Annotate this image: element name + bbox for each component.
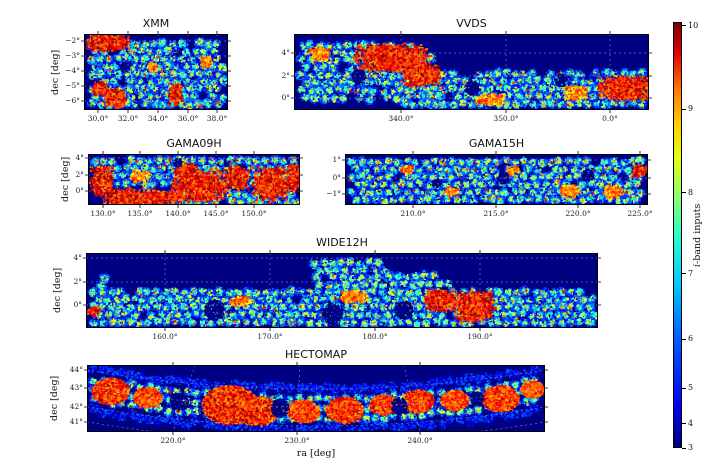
x-tick-label: 140.0° xyxy=(165,209,191,218)
colorbar-tick-label: 7 xyxy=(688,268,694,278)
panel-gama15h: GAMA15H 210.0° 215.0° 220.0° 225.0° 1° 0° −1° xyxy=(326,137,653,218)
colorbar-tick-label: 8 xyxy=(688,187,694,197)
y-tick-label: −1° xyxy=(326,189,341,198)
x-tick-label: 230.0° xyxy=(284,436,310,445)
panel-title-gama15h: GAMA15H xyxy=(468,137,525,150)
x-tick-label: 240.0° xyxy=(407,436,433,445)
y-tick-label: 4° xyxy=(73,253,82,262)
x-tick-label: 135.0° xyxy=(127,209,153,218)
colorbar-label-rest: -band inputs xyxy=(692,203,703,264)
panel-title-xmm: XMM xyxy=(142,17,170,30)
colorbar-tick-label: 5 xyxy=(688,383,694,393)
panel-hectomap: HECTOMAP 220.0° 230.0° 240.0° 44° 43° 42° 41° de… xyxy=(49,348,550,445)
y-tick-label: 42° xyxy=(69,402,83,411)
sky-map-canvas-gama15h xyxy=(340,149,653,210)
colorbar-axis-label: i-band inputs xyxy=(692,22,706,448)
colorbar-tick-label: 3 xyxy=(688,443,694,453)
y-tick-label: 44° xyxy=(69,365,83,374)
panel-vvds: VVDS 340.0° 350.0° 0.0° 4° 2° 0° xyxy=(281,17,654,123)
colorbar-tick xyxy=(682,448,686,449)
colorbar: 10 9 8 7 6 5 4 3 xyxy=(673,21,698,452)
y-tick-label: 2° xyxy=(73,277,82,286)
x-tick-label: 170.0° xyxy=(257,332,283,341)
x-tick-label: 180.0° xyxy=(362,332,388,341)
colorbar-tick xyxy=(682,339,686,340)
sky-map-canvas-xmm xyxy=(79,29,233,115)
y-tick-label: 4° xyxy=(75,153,84,162)
x-tick-label: 32.0° xyxy=(117,114,139,123)
y-tick-label: −2° xyxy=(65,36,80,45)
y-tick-label: −3° xyxy=(65,51,80,60)
y-tick-label: 1° xyxy=(332,155,341,164)
colorbar-tick xyxy=(682,109,686,110)
x-tick-label: 36.0° xyxy=(177,114,199,123)
x-tick-label: 210.0° xyxy=(400,209,426,218)
y-tick-label: 0° xyxy=(332,173,341,182)
panel-title-gama09h: GAMA09H xyxy=(166,137,222,150)
x-tick-label: 225.0° xyxy=(627,209,653,218)
x-tick-label: 150.0° xyxy=(241,209,267,218)
y-tick-label: −4° xyxy=(65,66,80,75)
colorbar-tick-label: 10 xyxy=(688,20,699,30)
colorbar-tick xyxy=(682,423,686,424)
y-tick-label: −6° xyxy=(65,96,80,105)
x-tick-label: 38.0° xyxy=(206,114,228,123)
panel-title-hectomap: HECTOMAP xyxy=(285,348,347,361)
colorbar-tick xyxy=(682,273,686,274)
x-tick-label: 340.0° xyxy=(388,114,414,123)
panel-title-vvds: VVDS xyxy=(456,17,487,30)
sky-map-canvas-wide12h xyxy=(81,248,603,333)
x-tick-label: 190.0° xyxy=(467,332,493,341)
panel-gama09h: GAMA09H 130.0° 135.0° 140.0° 145.0° 150.0° 4° 2… xyxy=(60,137,305,218)
x-tick-label: 220.0° xyxy=(160,436,186,445)
x-tick-label: 130.0° xyxy=(90,209,116,218)
colorbar-tick-label: 9 xyxy=(688,104,694,114)
y-tick-label: 41° xyxy=(69,417,83,426)
sky-map-canvas-vvds xyxy=(289,29,654,115)
sky-map-canvas-hectomap xyxy=(82,360,550,437)
panel-title-wide12h: WIDE12H xyxy=(316,236,368,249)
colorbar-tick xyxy=(682,25,686,26)
y-tick-label: 4° xyxy=(281,48,290,57)
x-axis-label: ra [deg] xyxy=(296,448,336,459)
y-axis-label: dec [deg] xyxy=(50,49,61,95)
y-tick-label: 0° xyxy=(73,300,82,309)
panel-xmm: XMM 30.0° 32.0° 34.0° 36.0° 38.0° −2° −3° −4° −5°… xyxy=(50,17,233,123)
x-tick-label: 34.0° xyxy=(147,114,169,123)
x-tick-label: 145.0° xyxy=(203,209,229,218)
y-tick-label: 2° xyxy=(281,71,290,80)
y-axis-label: dec [deg] xyxy=(60,156,71,203)
y-tick-label: 2° xyxy=(75,170,84,179)
colorbar-tick-label: 4 xyxy=(688,418,694,428)
x-tick-label: 350.0° xyxy=(493,114,519,123)
colorbar-label-italic: i xyxy=(692,263,703,267)
colorbar-tick xyxy=(682,388,686,389)
panel-wide12h: WIDE12H 160.0° 170.0° 180.0° 190.0° 4° 2° 0° dec… xyxy=(52,236,603,341)
y-tick-label: 43° xyxy=(69,383,83,392)
x-tick-label: 215.0° xyxy=(483,209,509,218)
y-axis-label: dec [deg] xyxy=(49,375,60,422)
x-tick-label: 220.0° xyxy=(565,209,591,218)
y-tick-label: 0° xyxy=(75,186,84,195)
y-axis-label: dec [deg] xyxy=(52,267,63,314)
sky-map-canvas-gama09h xyxy=(83,149,305,210)
y-tick-label: −5° xyxy=(65,81,80,90)
x-tick-label: 30.0° xyxy=(87,114,109,123)
y-tick-label: 0° xyxy=(281,93,290,102)
colorbar-tick xyxy=(682,192,686,193)
colorbar-tick-label: 6 xyxy=(688,334,694,344)
x-tick-label: 160.0° xyxy=(152,332,178,341)
x-tick-label: 0.0° xyxy=(602,114,618,123)
